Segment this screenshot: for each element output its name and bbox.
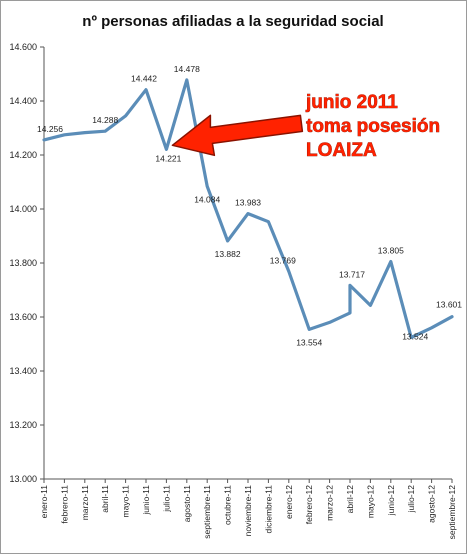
x-tick-label: noviembre-11 <box>243 485 253 537</box>
x-tick-label: julio-12 <box>406 485 416 514</box>
x-tick-label: agosto-12 <box>427 485 437 523</box>
x-tick-label: junio-11 <box>141 485 151 516</box>
x-tick-label: octubre-11 <box>223 485 233 525</box>
annotation-arrow <box>171 114 304 157</box>
x-tick-label: julio-11 <box>161 485 171 513</box>
data-label: 14.084 <box>194 194 220 204</box>
data-label: 13.882 <box>215 249 241 259</box>
y-tick-label: 13.800 <box>9 258 37 268</box>
x-tick-label: abril-11 <box>100 485 110 513</box>
x-tick-label: diciembre-11 <box>263 485 273 534</box>
x-tick-label: mayo-12 <box>365 485 375 518</box>
data-label: 13.524 <box>402 332 428 342</box>
y-tick-label: 14.000 <box>9 204 37 214</box>
x-tick-label: septiembre-12 <box>447 485 457 540</box>
data-label: 13.769 <box>270 255 296 265</box>
data-label: 13.601 <box>436 300 462 310</box>
x-tick-label: enero-12 <box>284 485 294 519</box>
data-label: 14.221 <box>155 153 181 163</box>
y-tick-label: 14.200 <box>9 150 37 160</box>
x-tick-label: junio-12 <box>386 485 396 517</box>
data-label: 14.288 <box>92 115 118 125</box>
annotation-text: toma posesión <box>306 116 440 137</box>
data-label: 13.983 <box>235 198 261 208</box>
y-tick-label: 13.400 <box>9 366 37 376</box>
y-tick-label: 14.400 <box>9 96 37 106</box>
data-label: 13.554 <box>296 337 322 347</box>
chart-title: nº personas afiliadas a la seguridad soc… <box>82 13 383 30</box>
data-label: 14.442 <box>131 74 157 84</box>
x-tick-label: febrero-11 <box>59 485 69 524</box>
series-line <box>42 78 454 340</box>
annotation-text: junio 2011 <box>305 92 398 113</box>
data-label: 13.805 <box>378 246 404 256</box>
x-tick-label: agosto-11 <box>182 485 192 522</box>
y-tick-label: 13.200 <box>9 420 37 430</box>
x-tick-label: febrero-12 <box>304 485 314 524</box>
x-tick-label: marzo-12 <box>325 485 335 521</box>
x-tick-label: marzo-11 <box>80 485 90 521</box>
y-tick-label: 13.000 <box>9 474 37 484</box>
x-tick-label: enero-11 <box>39 485 49 519</box>
y-tick-label: 14.600 <box>9 42 37 52</box>
data-label: 13.717 <box>339 269 365 279</box>
data-label: 14.256 <box>37 124 63 134</box>
x-tick-label: abril-12 <box>345 485 355 514</box>
y-tick-label: 13.600 <box>9 312 37 322</box>
annotation-text: LOAIZA <box>306 140 377 161</box>
x-tick-label: mayo-11 <box>121 485 131 518</box>
x-tick-label: septiembre-11 <box>202 485 212 539</box>
data-label: 14.478 <box>174 64 200 74</box>
